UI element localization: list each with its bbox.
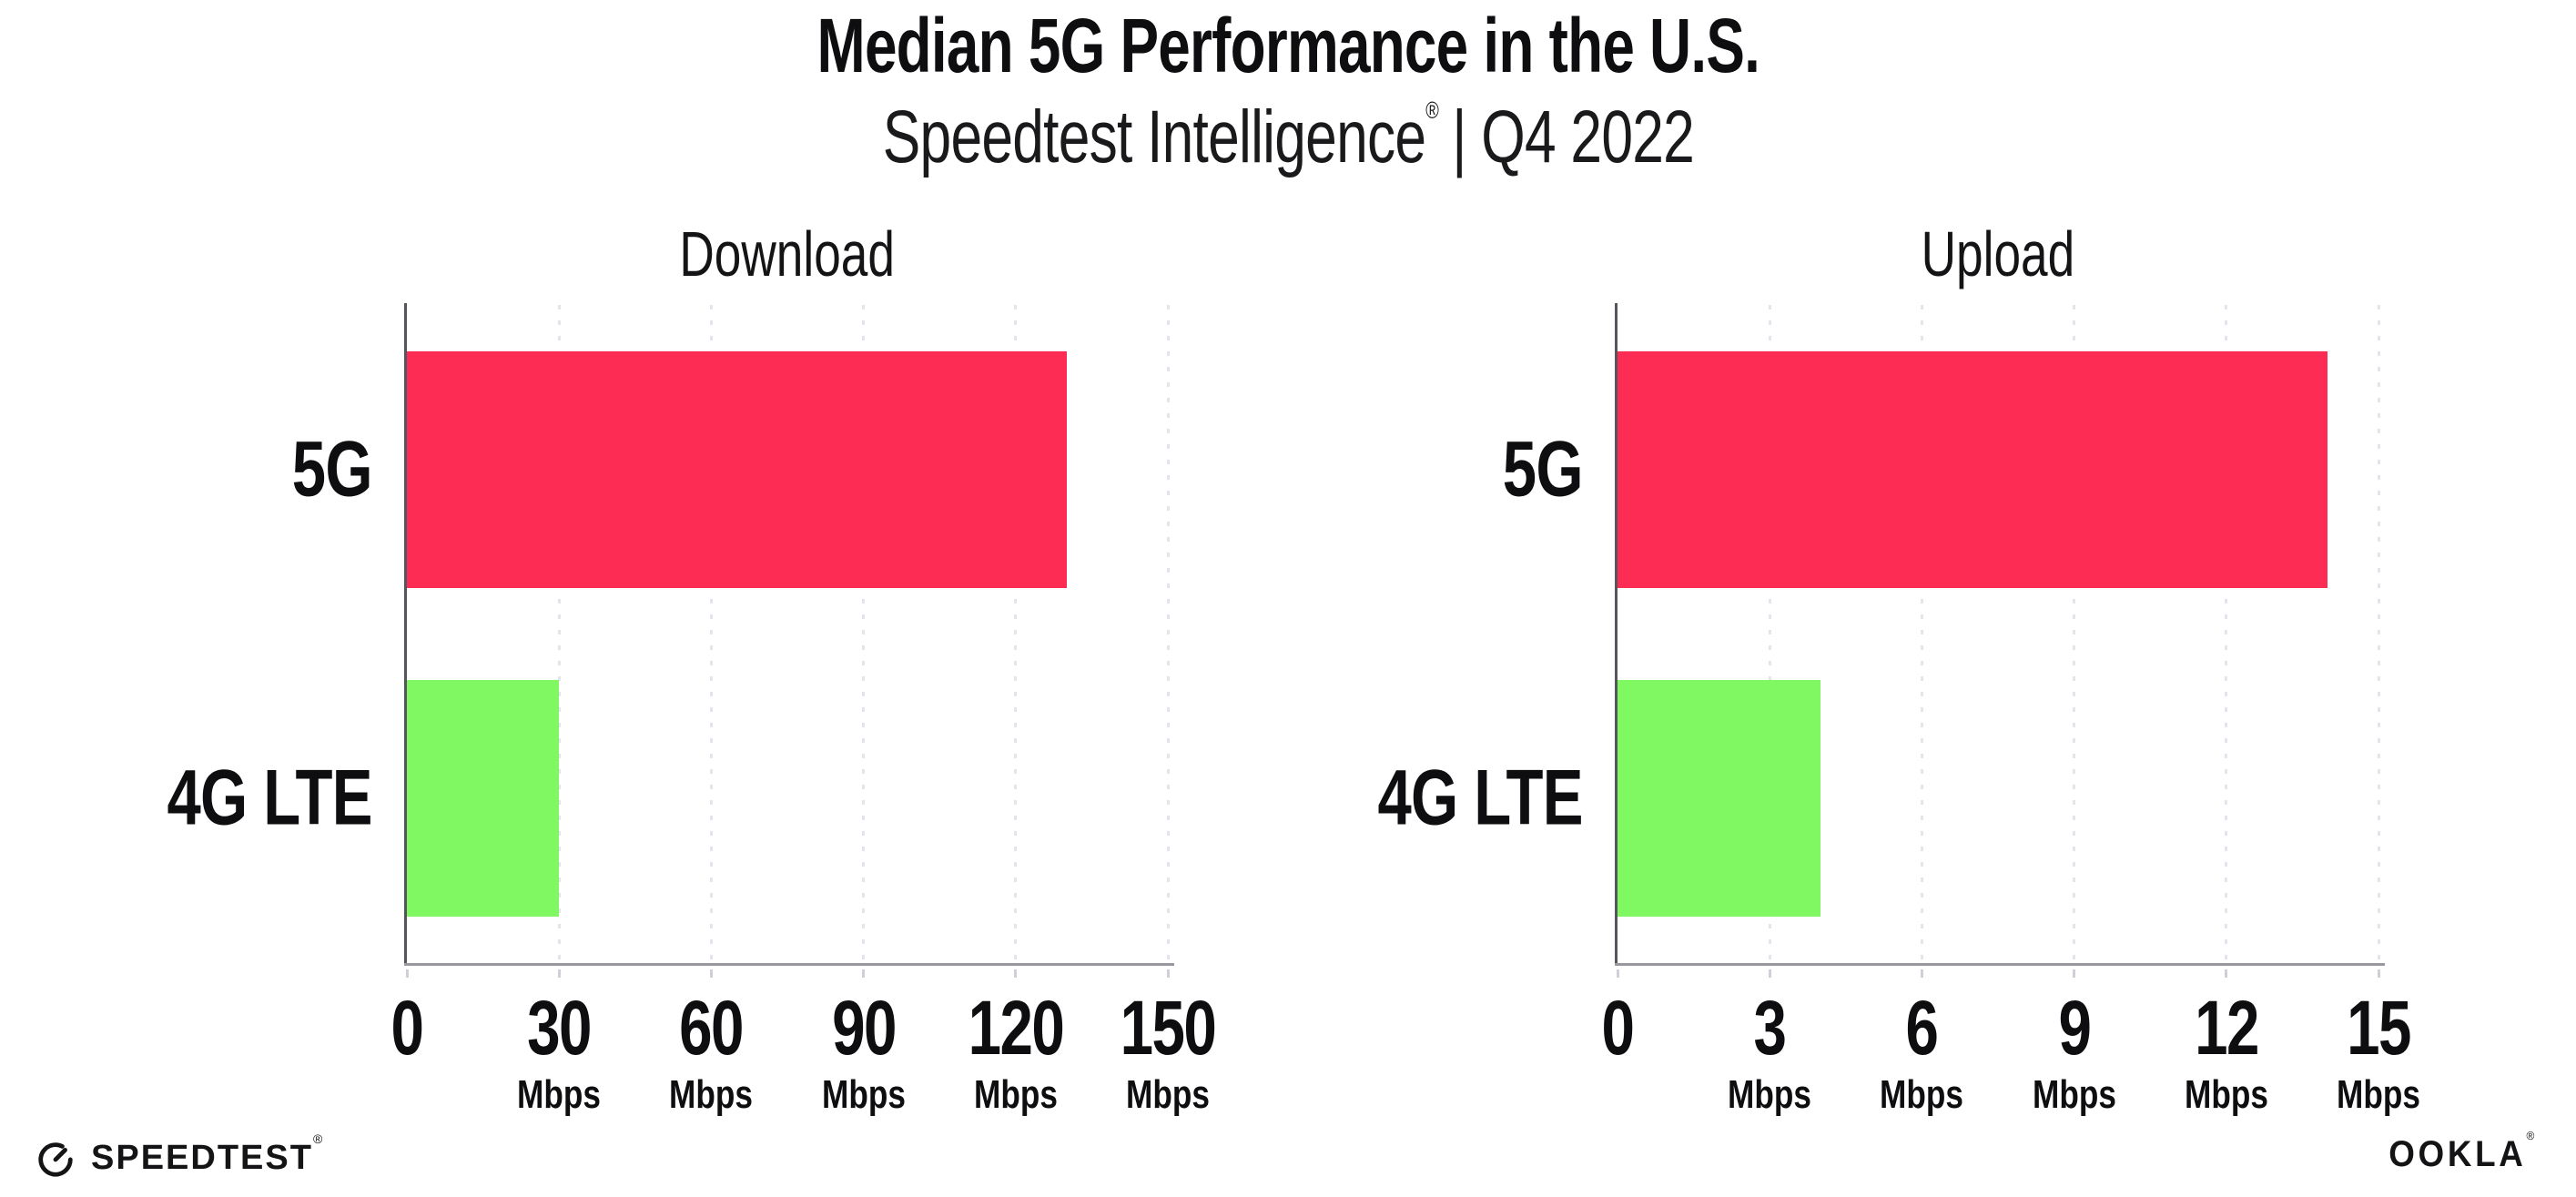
tick-mark [2073, 969, 2076, 978]
gridline [2225, 305, 2228, 963]
ookla-logo: OOKLA® [2388, 1129, 2538, 1175]
bar-5g [407, 350, 1067, 588]
download-chart-title: Download [679, 218, 896, 289]
x-tick-value: 6 [1905, 985, 1939, 1070]
x-tick-label: 60 Mbps [659, 989, 764, 1115]
x-tick-label: 15 Mbps [2327, 989, 2431, 1115]
x-tick-value: 3 [1753, 985, 1787, 1070]
page-title-text: Median 5G Performance in the U.S. [816, 3, 1760, 88]
gridline [1166, 305, 1170, 963]
x-tick-label: 90 Mbps [811, 989, 916, 1115]
category-label-4g-lte: 4G LTE [1377, 754, 1584, 842]
page-subtitle: Speedtest Intelligence® | Q4 2022 [0, 95, 2576, 180]
x-tick-value: 90 [831, 985, 897, 1070]
x-tick-label: 9 Mbps [2022, 989, 2126, 1115]
subtitle-quarter: | Q4 2022 [1451, 96, 1695, 178]
download-x-axis-line [404, 963, 1174, 966]
x-tick-value: 120 [968, 985, 1064, 1070]
x-tick-unit: Mbps [2184, 1072, 2268, 1117]
x-tick-unit: Mbps [1126, 1072, 1210, 1117]
x-tick-unit: Mbps [2032, 1072, 2116, 1117]
upload-chart: Upload 5G 4G LTE 0 3 Mbps 6 Mbps 9 Mbps 12 Mbps 15… [1288, 205, 2576, 1174]
upload-category-labels: 5G 4G LTE [1288, 305, 1584, 963]
category-label-4g-lte: 4G LTE [167, 754, 373, 842]
x-tick-unit: Mbps [517, 1072, 602, 1117]
x-tick-value: 150 [1120, 985, 1217, 1070]
x-tick-label: 0 [1597, 989, 1638, 1066]
ookla-wordmark: OOKLA [2388, 1134, 2527, 1174]
upload-x-tick-labels: 0 3 Mbps 6 Mbps 9 Mbps 12 Mbps 15 Mbps [1602, 989, 2420, 1172]
tick-mark [709, 969, 713, 978]
subtitle-brand: Speedtest Intelligence [882, 96, 1425, 178]
download-x-tick-labels: 0 30 Mbps 60 Mbps 90 Mbps 120 Mbps 150 Mbps [391, 989, 1217, 1172]
gridline [1920, 305, 1923, 963]
download-chart: Download 5G 4G LTE 0 30 Mbps 60 Mbps 90 Mbps 120… [0, 205, 1288, 1174]
x-tick-label: 120 Mbps [955, 989, 1077, 1115]
gridline [557, 305, 561, 963]
tick-mark [1166, 969, 1170, 978]
x-tick-value: 0 [390, 985, 424, 1070]
speedtest-logo: SPEEDTEST® [35, 1131, 325, 1179]
x-tick-value: 30 [527, 985, 592, 1070]
tick-mark [1616, 969, 1619, 978]
gridline [862, 305, 866, 963]
tick-mark [557, 969, 561, 978]
ookla-registered-mark: ® [2526, 1129, 2538, 1142]
download-plot-area: 0 30 Mbps 60 Mbps 90 Mbps 120 Mbps 150 Mbps [391, 303, 1217, 1115]
x-tick-unit: Mbps [2337, 1072, 2420, 1117]
page-title: Median 5G Performance in the U.S. [0, 2, 2576, 90]
x-tick-label: 150 Mbps [1107, 989, 1229, 1115]
x-tick-unit: Mbps [973, 1072, 1058, 1117]
tick-mark [2225, 969, 2228, 978]
x-tick-unit: Mbps [669, 1072, 754, 1117]
category-label-5g: 5G [1503, 425, 1584, 513]
bar-5g [1618, 350, 2328, 588]
download-category-labels: 5G 4G LTE [0, 305, 373, 963]
speedtest-registered-mark: ® [312, 1131, 325, 1146]
gridline [2377, 305, 2380, 963]
gridline [709, 305, 713, 963]
gridline [1768, 305, 1771, 963]
speedtest-wordmark: SPEEDTEST® [91, 1131, 325, 1177]
bar-4g-lte [407, 680, 560, 918]
x-tick-label: 0 [387, 989, 428, 1066]
x-tick-value: 15 [2347, 985, 2411, 1070]
tick-mark [1014, 969, 1018, 978]
upload-chart-title: Upload [1921, 218, 2075, 289]
upload-y-axis-line [1615, 303, 1618, 966]
upload-plot-area: 0 3 Mbps 6 Mbps 9 Mbps 12 Mbps 15 Mbps [1602, 303, 2420, 1115]
x-tick-label: 12 Mbps [2174, 989, 2278, 1115]
x-tick-value: 60 [679, 985, 745, 1070]
bar-4g-lte [1618, 680, 1820, 918]
tick-mark [405, 969, 409, 978]
x-tick-value: 12 [2194, 985, 2259, 1070]
x-tick-label: 3 Mbps [1718, 989, 1822, 1115]
registered-mark-icon: ® [1425, 96, 1439, 124]
tick-mark [862, 969, 866, 978]
gridline [1014, 305, 1018, 963]
category-label-5g: 5G [292, 425, 373, 513]
download-y-axis-line [404, 303, 407, 966]
x-tick-value: 9 [2058, 985, 2091, 1070]
x-tick-label: 30 Mbps [507, 989, 612, 1115]
x-tick-label: 6 Mbps [1870, 989, 1974, 1115]
tick-mark [2377, 969, 2380, 978]
x-tick-unit: Mbps [821, 1072, 906, 1117]
speedtest-gauge-icon [38, 1142, 73, 1177]
x-tick-unit: Mbps [1880, 1072, 1964, 1117]
x-tick-value: 0 [1601, 985, 1635, 1070]
tick-mark [1768, 969, 1771, 978]
upload-x-axis-line [1615, 963, 2385, 966]
x-tick-unit: Mbps [1728, 1072, 1812, 1117]
tick-mark [1920, 969, 1923, 978]
gridline [2073, 305, 2076, 963]
